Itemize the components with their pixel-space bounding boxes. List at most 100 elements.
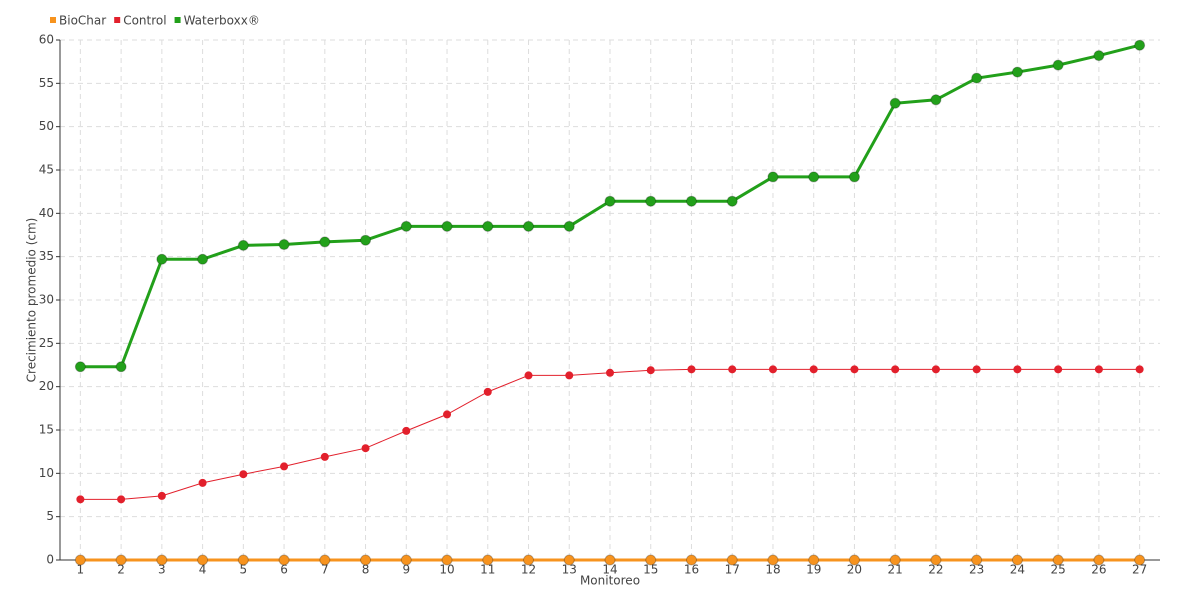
x-tick-label: 5 [240,563,248,577]
x-tick-label: 6 [280,563,288,577]
x-tick-label: 17 [725,563,740,577]
data-point [1135,365,1144,374]
data-point [237,239,249,251]
x-tick-label: 19 [806,563,821,577]
data-point [726,554,738,566]
x-tick-label: 21 [888,563,903,577]
y-tick-label: 50 [39,119,54,133]
y-tick-label: 25 [39,336,54,350]
data-point [360,554,372,566]
data-point [850,365,859,374]
x-tick-label: 8 [362,563,370,577]
data-point [441,554,453,566]
data-point [115,361,127,373]
y-tick-label: 60 [39,33,54,47]
data-point [808,554,820,566]
x-tick-label: 10 [439,563,454,577]
data-point [1094,365,1103,374]
x-tick-label: 2 [117,563,125,577]
x-tick-label: 3 [158,563,166,577]
x-tick-label: 14 [602,563,617,577]
data-point [728,365,737,374]
data-point [400,554,412,566]
data-point [848,171,860,183]
legend-swatch [50,17,56,23]
data-point [1134,554,1146,566]
data-point [563,220,575,232]
x-tick-label: 22 [928,563,943,577]
data-point [1052,59,1064,71]
data-point [237,554,249,566]
data-point [523,554,535,566]
x-axis-label: Monitoreo [580,574,640,588]
data-point [687,365,696,374]
series-line [80,368,1140,500]
y-tick-label: 30 [39,293,54,307]
x-tick-label: 9 [402,563,410,577]
data-point [523,220,535,232]
data-point [931,365,940,374]
data-point [1054,365,1063,374]
data-point [606,368,614,377]
data-point [1011,66,1023,78]
data-point [74,554,86,566]
data-point [889,97,901,109]
data-point [726,195,738,207]
x-tick-label: 26 [1091,563,1106,577]
data-point [117,495,126,504]
data-point [1134,39,1146,51]
legend-swatch [174,17,181,23]
data-point [278,239,290,251]
data-point [768,365,777,374]
data-point [360,234,372,246]
x-tick-label: 1 [77,563,85,577]
data-point [685,195,697,207]
legend-label: Waterboxx® [184,14,260,28]
data-point [848,554,860,566]
data-point [482,220,494,232]
y-tick-label: 10 [39,466,54,480]
data-point [930,94,942,106]
data-point [646,366,655,375]
x-tick-label: 20 [847,563,862,577]
data-point [645,195,657,207]
data-point [767,171,779,183]
data-point [889,554,901,566]
legend-swatch [114,17,121,23]
data-point [565,371,574,380]
data-point [157,491,166,500]
legend-label: BioChar [59,14,106,28]
data-point [808,171,820,183]
data-point [645,554,657,566]
data-point [685,554,697,566]
y-tick-label: 15 [39,423,54,437]
legend-label: Control [123,14,166,28]
data-point [1093,554,1105,566]
data-point [1011,554,1023,566]
y-tick-label: 40 [39,206,54,220]
data-point [930,554,942,566]
y-tick-label: 35 [39,249,54,263]
x-tick-label: 7 [321,563,329,577]
x-tick-label: 25 [1051,563,1066,577]
data-point [972,365,981,374]
data-point [115,554,127,566]
data-point [441,220,453,232]
y-tick-label: 0 [46,553,54,567]
data-point [443,410,452,419]
x-tick-label: 27 [1132,563,1147,577]
x-tick-label: 16 [684,563,699,577]
data-point [400,220,412,232]
data-point [198,478,207,487]
x-tick-label: 13 [562,563,577,577]
data-point [482,554,494,566]
data-point [1013,365,1022,374]
data-point [76,495,85,504]
data-point [156,253,168,265]
data-point [891,365,900,374]
data-point [320,452,329,461]
x-tick-label: 15 [643,563,658,577]
data-point [197,253,209,265]
data-point [1093,50,1105,62]
data-point [239,470,248,479]
